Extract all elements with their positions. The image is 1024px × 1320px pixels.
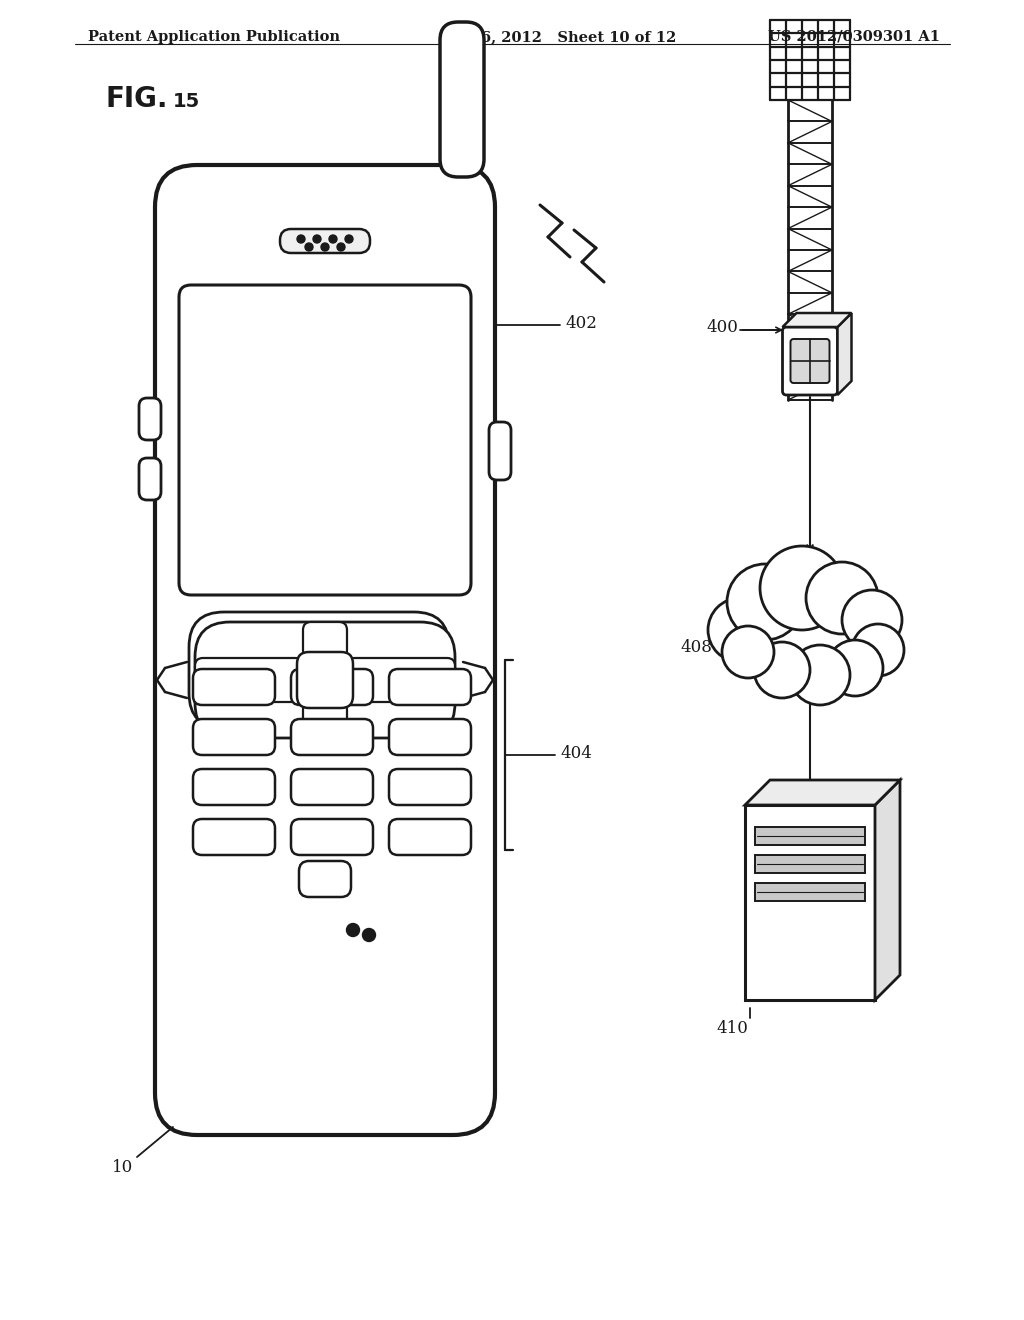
FancyBboxPatch shape xyxy=(179,285,471,595)
Circle shape xyxy=(329,235,337,243)
FancyBboxPatch shape xyxy=(745,805,874,1001)
FancyBboxPatch shape xyxy=(489,422,511,480)
Circle shape xyxy=(852,624,904,676)
FancyBboxPatch shape xyxy=(389,669,471,705)
Polygon shape xyxy=(838,313,852,395)
FancyBboxPatch shape xyxy=(347,657,455,702)
FancyBboxPatch shape xyxy=(755,883,865,902)
FancyBboxPatch shape xyxy=(299,861,351,898)
FancyBboxPatch shape xyxy=(791,339,829,383)
FancyBboxPatch shape xyxy=(297,652,353,708)
FancyBboxPatch shape xyxy=(189,612,449,729)
Circle shape xyxy=(722,626,774,678)
FancyBboxPatch shape xyxy=(193,770,275,805)
Circle shape xyxy=(708,598,772,663)
FancyBboxPatch shape xyxy=(193,719,275,755)
FancyBboxPatch shape xyxy=(303,622,347,657)
FancyBboxPatch shape xyxy=(389,770,471,805)
FancyBboxPatch shape xyxy=(291,719,373,755)
Text: 402: 402 xyxy=(565,314,597,331)
Circle shape xyxy=(790,645,850,705)
Circle shape xyxy=(337,243,345,251)
Text: 408: 408 xyxy=(680,639,712,656)
FancyBboxPatch shape xyxy=(291,770,373,805)
Circle shape xyxy=(346,924,359,936)
Text: Dec. 6, 2012   Sheet 10 of 12: Dec. 6, 2012 Sheet 10 of 12 xyxy=(440,30,677,44)
Circle shape xyxy=(806,562,878,634)
FancyBboxPatch shape xyxy=(195,622,455,738)
Text: 15: 15 xyxy=(173,92,201,111)
Circle shape xyxy=(754,642,810,698)
Circle shape xyxy=(362,928,376,941)
Circle shape xyxy=(827,640,883,696)
FancyBboxPatch shape xyxy=(303,702,347,738)
Text: 404: 404 xyxy=(560,744,592,762)
FancyBboxPatch shape xyxy=(389,719,471,755)
FancyBboxPatch shape xyxy=(139,458,161,500)
FancyBboxPatch shape xyxy=(440,22,484,177)
FancyBboxPatch shape xyxy=(755,855,865,873)
FancyBboxPatch shape xyxy=(155,165,495,1135)
Text: 410: 410 xyxy=(716,1020,748,1038)
FancyBboxPatch shape xyxy=(195,657,303,702)
FancyBboxPatch shape xyxy=(291,818,373,855)
FancyBboxPatch shape xyxy=(755,828,865,845)
FancyBboxPatch shape xyxy=(280,228,370,253)
Circle shape xyxy=(345,235,353,243)
Circle shape xyxy=(727,564,803,640)
Text: FIG.: FIG. xyxy=(105,84,168,114)
Polygon shape xyxy=(782,313,852,327)
Circle shape xyxy=(297,235,305,243)
Text: 400: 400 xyxy=(707,319,738,337)
FancyBboxPatch shape xyxy=(782,327,838,395)
Text: US 2012/0309301 A1: US 2012/0309301 A1 xyxy=(768,30,940,44)
Polygon shape xyxy=(874,780,900,1001)
Polygon shape xyxy=(745,780,900,805)
Circle shape xyxy=(313,235,321,243)
FancyBboxPatch shape xyxy=(193,818,275,855)
FancyBboxPatch shape xyxy=(193,669,275,705)
Circle shape xyxy=(305,243,313,251)
Circle shape xyxy=(842,590,902,649)
Text: Patent Application Publication: Patent Application Publication xyxy=(88,30,340,44)
Circle shape xyxy=(321,243,329,251)
Circle shape xyxy=(760,546,844,630)
FancyBboxPatch shape xyxy=(139,399,161,440)
FancyBboxPatch shape xyxy=(389,818,471,855)
Text: 10: 10 xyxy=(112,1159,133,1176)
FancyBboxPatch shape xyxy=(291,669,373,705)
